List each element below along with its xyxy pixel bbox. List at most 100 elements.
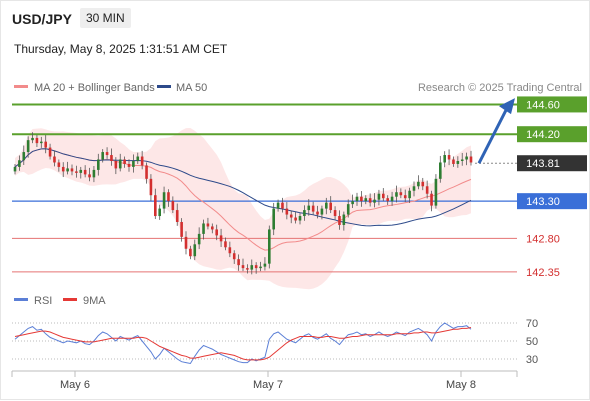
candle-body — [26, 140, 30, 153]
x-tick-label: May 6 — [60, 379, 90, 391]
candle-body — [377, 193, 381, 200]
rsi-line — [14, 322, 472, 365]
candle — [75, 165, 78, 178]
candle — [263, 257, 267, 271]
candle — [158, 204, 161, 220]
rsi-legend-label: RSI — [34, 295, 52, 307]
candle-body — [180, 221, 183, 237]
candle — [57, 159, 61, 172]
candle — [48, 143, 52, 160]
candle — [154, 188, 157, 220]
candle-body — [123, 159, 126, 164]
forecast-arrow — [477, 98, 515, 164]
candle-body — [57, 162, 61, 167]
candle-body — [149, 178, 153, 196]
candle-body — [105, 152, 109, 156]
candle — [224, 237, 227, 251]
candle-body — [228, 247, 232, 254]
candle — [311, 201, 315, 215]
candle-body — [316, 211, 319, 215]
candle — [110, 148, 113, 166]
candle — [325, 197, 328, 215]
candle-body — [114, 160, 118, 169]
candle — [79, 166, 83, 179]
candle — [254, 262, 258, 274]
candle — [386, 195, 389, 206]
level-label-144.20: 144.20 — [526, 129, 560, 141]
candle — [44, 135, 47, 154]
candle — [425, 180, 429, 199]
candle-body — [439, 162, 442, 179]
candle-body — [325, 202, 328, 209]
candle — [22, 145, 26, 166]
candle-body — [443, 155, 446, 163]
candle — [412, 181, 416, 197]
candle — [136, 152, 140, 164]
candle-body — [399, 192, 403, 196]
x-tick-label: May 7 — [253, 379, 283, 391]
candle-body — [158, 208, 161, 217]
candle — [342, 211, 346, 231]
candle-body — [250, 265, 254, 270]
candle — [97, 153, 100, 176]
candle — [132, 154, 135, 173]
candle-body — [421, 181, 425, 187]
symbol-title: USD/JPY — [12, 11, 72, 27]
ma50-legend-swatch — [157, 85, 171, 88]
candle-body — [469, 156, 473, 163]
candle — [145, 162, 148, 184]
candle — [83, 165, 87, 178]
candle-body — [48, 147, 52, 157]
candle — [320, 205, 324, 220]
candle — [355, 192, 359, 206]
candle — [70, 164, 74, 176]
candle — [377, 189, 381, 206]
candle — [140, 150, 144, 170]
candle — [285, 202, 289, 220]
candle — [13, 163, 17, 175]
candle — [276, 199, 280, 212]
candle — [408, 187, 411, 203]
candle — [202, 219, 205, 240]
candle-body — [13, 166, 17, 172]
candle-body — [425, 186, 429, 194]
candle-body — [320, 208, 324, 215]
candle-body — [465, 156, 468, 160]
candle — [206, 217, 210, 230]
candle — [298, 213, 302, 225]
timeframe-button[interactable]: 30 MIN — [80, 8, 131, 28]
candle — [303, 205, 306, 221]
candle-body — [197, 233, 201, 245]
candle-body — [294, 217, 297, 221]
candle — [307, 199, 311, 216]
candle-body — [53, 156, 56, 163]
candle — [434, 174, 438, 209]
credit-label: Research © 2025 Trading Central — [418, 82, 582, 94]
candle — [259, 261, 262, 272]
candle — [61, 162, 65, 178]
candle-body — [61, 166, 65, 172]
candle-body — [66, 168, 69, 172]
rsi-ma-legend-label: 9MA — [83, 295, 106, 307]
candle — [26, 136, 30, 158]
candle-body — [360, 196, 363, 202]
candle-body — [355, 196, 359, 202]
ma50-legend-label: MA 50 — [176, 82, 207, 94]
candle — [114, 157, 118, 175]
candle — [439, 155, 442, 183]
rsi-ma-legend-swatch — [63, 298, 77, 301]
candle-body — [202, 223, 205, 234]
x-tick-label: May 8 — [446, 379, 476, 391]
candle — [40, 136, 43, 148]
candle-body — [289, 214, 293, 218]
candle-body — [298, 216, 302, 221]
candle — [430, 190, 433, 212]
datetime-label: Thursday, May 8, 2025 1:31:51 AM CET — [14, 42, 228, 56]
candle — [360, 191, 363, 207]
candle — [66, 161, 69, 175]
candle-body — [79, 169, 83, 173]
candle-body — [447, 155, 451, 160]
candle — [403, 189, 407, 203]
candle-body — [184, 236, 188, 249]
candle — [167, 189, 170, 207]
